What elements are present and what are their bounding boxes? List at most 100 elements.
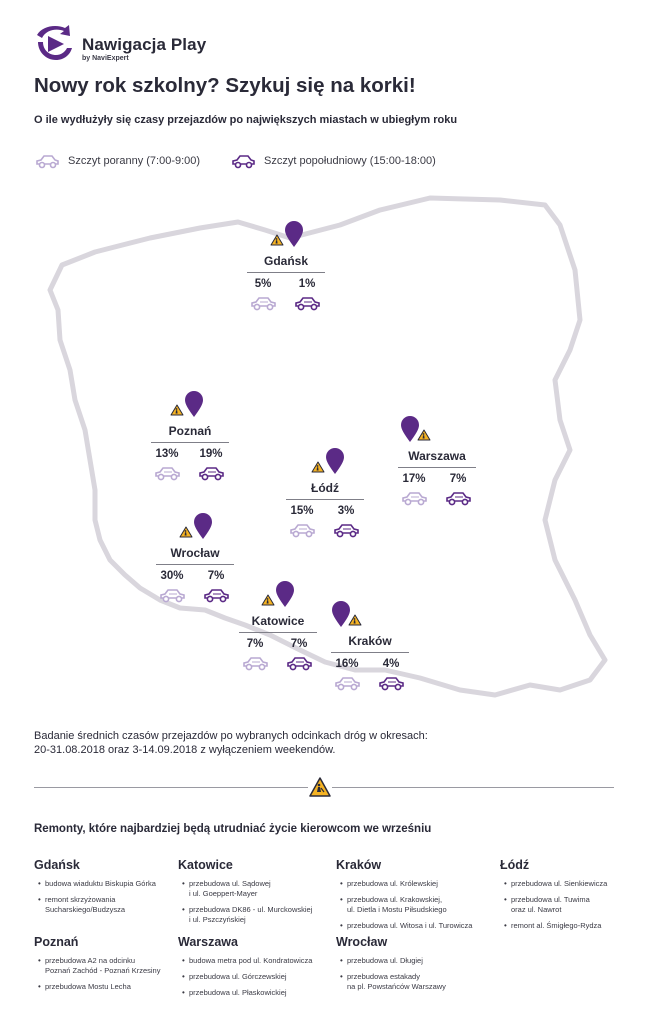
- repairs-item-line: ul. Dietla i Mostu Piłsudskiego: [347, 905, 447, 914]
- afternoon-percent: 4%: [382, 658, 400, 670]
- car-afternoon-icon: [446, 492, 471, 506]
- repairs-item-line: remont skrzyżowania: [45, 895, 116, 904]
- repairs-item-line: Poznań Zachód - Poznań Krzesiny: [45, 966, 161, 975]
- afternoon-percent: 7%: [207, 570, 225, 582]
- location-pin-icon: [185, 391, 203, 417]
- poland-map: [47, 195, 608, 698]
- afternoon-percent: 3%: [337, 505, 355, 517]
- city-divider: [239, 632, 317, 633]
- repairs-item: budowa metra pod ul. Kondratowicza: [182, 956, 339, 966]
- car-morning-icon: [243, 657, 268, 671]
- car-afternoon-icon: [287, 657, 312, 671]
- repairs-city: Poznań: [34, 935, 79, 949]
- repairs-item-line: przebudowa ul. Sądowej: [189, 879, 271, 888]
- study-note-line2: 20-31.08.2018 oraz 3-14.09.2018 z wyłącz…: [34, 744, 336, 756]
- city-name: Wrocław: [170, 546, 220, 560]
- city-divider: [398, 467, 476, 468]
- repairs-item-line: przebudowa estakady: [347, 972, 420, 981]
- city-name: Łódź: [311, 481, 339, 495]
- road-works-icon: [179, 526, 193, 538]
- car-afternoon-icon: [199, 467, 224, 481]
- repairs-item-line: przebudowa A2 na odcinku: [45, 956, 136, 965]
- repairs-item: budowa wiaduktu Biskupia Górka: [38, 879, 195, 889]
- repairs-item-line: przebudowa ul. Krakowskiej,: [347, 895, 443, 904]
- repairs-item-line: przebudowa Mostu Lecha: [45, 982, 131, 991]
- repairs-city: Kraków: [336, 858, 382, 872]
- repairs-item-line: przebudowa DK86 - ul. Murckowskiej: [189, 905, 313, 914]
- city-name: Gdańsk: [263, 254, 308, 268]
- repairs-item-line: i ul. Pszczyńskiej: [189, 915, 246, 924]
- repairs-item: przebudowa ul. Płaskowickiej: [182, 988, 339, 998]
- repairs-city: Gdańsk: [34, 858, 80, 872]
- repairs-item-line: oraz ul. Nawrot: [511, 905, 562, 914]
- morning-percent: 30%: [160, 570, 184, 582]
- car-afternoon-icon: [334, 524, 359, 538]
- morning-percent: 5%: [254, 278, 272, 290]
- location-pin-icon: [285, 221, 303, 247]
- city-name: Kraków: [348, 634, 392, 648]
- repairs-city: Warszawa: [178, 935, 238, 949]
- repairs-item: przebudowa Mostu Lecha: [38, 982, 195, 992]
- repairs-item-line: przebudowa ul. Tuwima: [511, 895, 590, 904]
- afternoon-percent: 1%: [298, 278, 316, 290]
- location-pin-icon: [276, 581, 294, 607]
- car-morning-icon: [290, 524, 315, 538]
- morning-percent: 16%: [335, 658, 359, 670]
- road-works-icon: [348, 614, 362, 626]
- car-morning-icon: [155, 467, 180, 481]
- morning-percent: 17%: [402, 473, 426, 485]
- location-pin-icon: [332, 601, 350, 627]
- car-morning-icon: [251, 297, 276, 311]
- city-divider: [151, 442, 229, 443]
- legend-afternoon-label: Szczyt popołudniowy (15:00-18:00): [264, 155, 436, 167]
- repairs-item-line: na pl. Powstańców Warszawy: [347, 982, 446, 991]
- city-name: Katowice: [251, 614, 305, 628]
- repairs-item-line: budowa metra pod ul. Kondratowicza: [189, 956, 313, 965]
- repairs-item-line: Sucharskiego/Budzysza: [45, 905, 126, 914]
- road-works-icon: [170, 404, 184, 416]
- morning-percent: 7%: [246, 638, 264, 650]
- car-morning-icon: [402, 492, 427, 506]
- repairs-item-line: remont al. Śmigłego-Rydza: [511, 921, 602, 930]
- brand-by: by NaviExpert: [82, 55, 129, 62]
- repairs-city: Łódź: [500, 858, 530, 872]
- road-works-icon: [308, 776, 332, 798]
- location-pin-icon: [326, 448, 344, 474]
- repairs-item-line: przebudowa ul. Królewskiej: [347, 879, 438, 888]
- legend-morning: Szczyt poranny (7:00-9:00): [34, 152, 200, 170]
- repairs-city: Wrocław: [336, 935, 388, 949]
- car-afternoon-icon: [204, 589, 229, 603]
- repairs-item: przebudowa ul. Królewskiej: [340, 879, 497, 889]
- page-title: Nowy rok szkolny? Szykuj się na korki!: [34, 74, 416, 97]
- road-works-icon: [311, 461, 325, 473]
- study-note-line1: Badanie średnich czasów przejazdów po wy…: [34, 730, 428, 742]
- road-works-icon: [270, 234, 284, 246]
- page-subtitle: O ile wydłużyły się czasy przejazdów po …: [34, 114, 458, 126]
- road-works-icon: [261, 594, 275, 606]
- repairs-item-line: przebudowa ul. Witosa i ul. Turowicza: [347, 921, 473, 930]
- repairs-item: przebudowa ul. Krakowskiej,ul. Dietla i …: [340, 895, 497, 915]
- city-divider: [156, 564, 234, 565]
- afternoon-percent: 7%: [290, 638, 308, 650]
- afternoon-percent: 7%: [449, 473, 467, 485]
- repairs-title: Remonty, które najbardziej będą utrudnia…: [34, 823, 432, 835]
- repairs-item: przebudowa ul. Sienkiewicza: [504, 879, 647, 889]
- repairs-item-line: przebudowa ul. Płaskowickiej: [189, 988, 287, 997]
- city-divider: [331, 652, 409, 653]
- repairs-item-line: przebudowa ul. Górczewskiej: [189, 972, 287, 981]
- car-afternoon-icon: [295, 297, 320, 311]
- repairs-item-line: i ul. Goeppert-Mayer: [189, 889, 258, 898]
- car-afternoon-icon: [379, 677, 404, 691]
- location-pin-icon: [194, 513, 212, 539]
- city-divider: [286, 499, 364, 500]
- repairs-item-line: przebudowa ul. Sienkiewicza: [511, 879, 608, 888]
- repairs-item: przebudowa ul. Górczewskiej: [182, 972, 339, 982]
- car-morning-icon: [160, 589, 185, 603]
- afternoon-percent: 19%: [199, 448, 223, 460]
- play-logo-icon: [37, 25, 72, 60]
